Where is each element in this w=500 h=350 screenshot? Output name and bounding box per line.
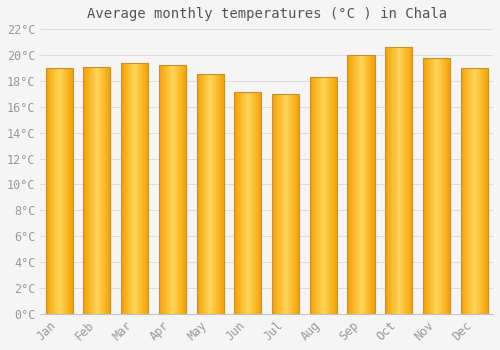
Bar [385, 47, 412, 314]
Bar [196, 74, 224, 314]
Bar [234, 92, 262, 314]
Bar [46, 68, 73, 314]
Bar [84, 66, 110, 314]
Bar [423, 57, 450, 314]
Bar [272, 94, 299, 314]
Bar [121, 63, 148, 314]
Bar [159, 65, 186, 314]
Title: Average monthly temperatures (°C ) in Chala: Average monthly temperatures (°C ) in Ch… [86, 7, 446, 21]
Bar [460, 68, 488, 314]
Bar [348, 55, 374, 314]
Bar [310, 77, 337, 314]
